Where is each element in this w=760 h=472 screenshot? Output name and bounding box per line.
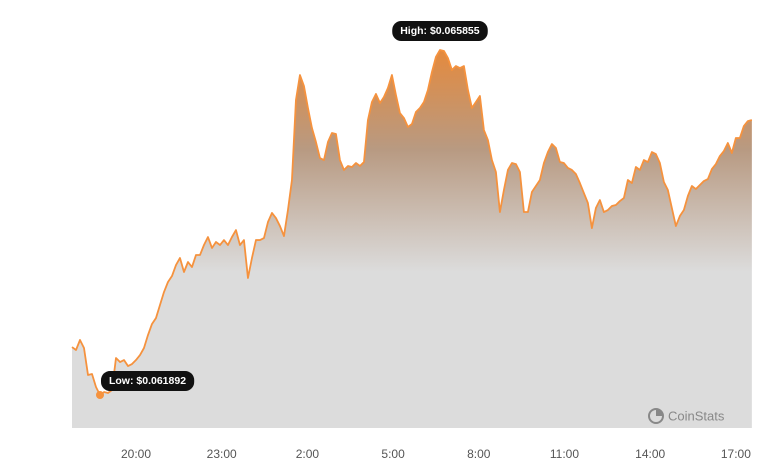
callout-box bbox=[392, 21, 488, 41]
x-tick-label: 23:00 bbox=[207, 447, 237, 461]
plot-area bbox=[71, 20, 755, 428]
area-fill bbox=[72, 50, 752, 428]
x-tick-label: 17:00 bbox=[721, 447, 751, 461]
callout-box bbox=[100, 371, 195, 392]
callout-label: Low: $0.061892 bbox=[109, 375, 186, 387]
x-tick-label: 14:00 bbox=[635, 447, 665, 461]
x-tick-label: 5:00 bbox=[381, 447, 405, 461]
x-tick-label: 20:00 bbox=[121, 447, 151, 461]
watermark: CoinStats bbox=[648, 408, 725, 424]
low-point bbox=[95, 391, 104, 400]
watermark-text: CoinStats bbox=[668, 408, 725, 423]
watermark-icon-slice bbox=[656, 409, 663, 416]
x-tick-label: 8:00 bbox=[467, 447, 491, 461]
x-tick-label: 11:00 bbox=[550, 447, 579, 461]
callout: High: $0.065855 bbox=[392, 21, 488, 41]
callout: Low: $0.061892 bbox=[95, 371, 195, 400]
price-line bbox=[71, 49, 753, 396]
callout-label: High: $0.065855 bbox=[400, 25, 480, 37]
x-tick-label: 2:00 bbox=[296, 447, 320, 461]
